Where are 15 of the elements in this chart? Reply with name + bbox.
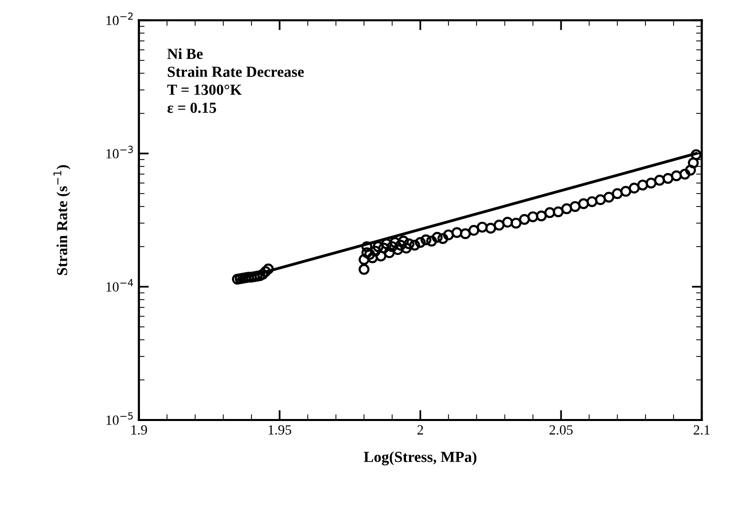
y-tick-label: 10$^{−5}$ (106, 412, 133, 425)
x-tick-label: 2.1 (694, 425, 710, 435)
x-tick-label: 2 (417, 425, 424, 434)
x-tick-label: 1.9 (131, 425, 147, 435)
y-axis-title: Strain Rate (s$^{−1}$) (53, 165, 70, 275)
annotation: Strain Rate Decrease (168, 66, 304, 77)
x-tick-label: 1.95 (268, 425, 292, 435)
y-tick-label: 10$^{−3}$ (106, 146, 133, 158)
y-tick-label: 10$^{−2}$ (106, 12, 133, 26)
annotation: ε = 0.15 (167, 102, 216, 114)
x-tick-label: 2.05 (550, 425, 573, 435)
annotation: T = 1300°K (167, 84, 242, 95)
y-tick-label: 10$^{−4}$ (106, 279, 134, 292)
x-axis-title: Log(Stress, MPa) (364, 451, 476, 466)
annotation: Ni Be (167, 48, 203, 59)
